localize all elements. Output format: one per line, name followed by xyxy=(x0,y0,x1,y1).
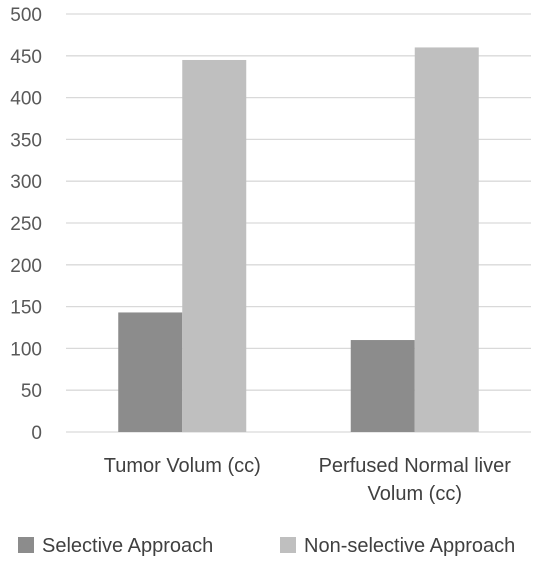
legend-label-1: Non-selective Approach xyxy=(304,535,515,557)
y-tick-label: 50 xyxy=(21,381,42,402)
x-category-label-line: Perfused Normal liver xyxy=(319,455,512,477)
y-tick-label: 0 xyxy=(31,423,42,444)
bar-non-selective-0 xyxy=(182,59,247,432)
y-tick-label: 350 xyxy=(10,130,42,151)
y-tick-label: 150 xyxy=(10,298,42,319)
x-category-label-line: Tumor Volum (cc) xyxy=(104,455,261,477)
x-category-label-line: Volum (cc) xyxy=(368,483,462,505)
bar-non-selective-1 xyxy=(414,47,479,432)
x-category-label: Perfused Normal liver Volum (cc) xyxy=(319,455,512,505)
bars xyxy=(118,47,479,432)
y-tick-label: 500 xyxy=(10,5,42,26)
y-axis: 0 50 100 150 200 250 300 350 400 450 500 xyxy=(10,5,42,444)
legend: Selective Approach Non-selective Approach xyxy=(18,535,515,557)
y-tick-label: 250 xyxy=(10,214,42,235)
bar-selective-1 xyxy=(350,340,415,432)
y-tick-label: 400 xyxy=(10,89,42,110)
legend-label-0: Selective Approach xyxy=(42,535,213,557)
x-category-label: Tumor Volum (cc) xyxy=(104,455,261,477)
bar-selective-0 xyxy=(118,312,183,432)
y-tick-label: 300 xyxy=(10,172,42,193)
y-tick-label: 450 xyxy=(10,47,42,68)
x-axis: Tumor Volum (cc) Perfused Normal liver Vol… xyxy=(104,455,512,505)
y-tick-label: 100 xyxy=(10,339,42,360)
legend-swatch-0 xyxy=(18,537,34,553)
legend-swatch-1 xyxy=(280,537,296,553)
y-tick-label: 200 xyxy=(10,256,42,277)
